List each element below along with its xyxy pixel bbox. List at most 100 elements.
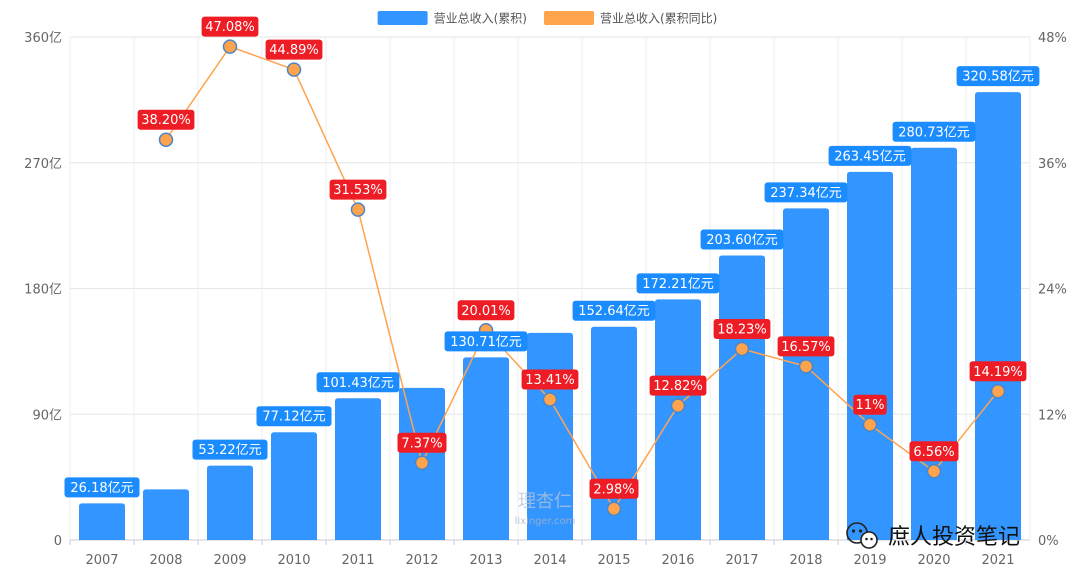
growth-point-2008[interactable] bbox=[158, 132, 174, 147]
growth-label-2008-text: 38.20% bbox=[141, 113, 191, 128]
bar-2017[interactable] bbox=[719, 255, 765, 540]
growth-point-2016[interactable] bbox=[670, 398, 686, 413]
bar-label-2020-text: 280.73亿元 bbox=[898, 125, 970, 140]
x-tick-label: 2013 bbox=[469, 553, 502, 568]
growth-label-2013-bg bbox=[457, 300, 515, 321]
growth-label-2010-bg bbox=[265, 39, 323, 60]
bar-2011[interactable] bbox=[335, 398, 381, 540]
growth-point-2014[interactable] bbox=[542, 392, 558, 407]
growth-point-2009[interactable] bbox=[222, 39, 238, 54]
bar-label-2016-bg bbox=[636, 273, 720, 294]
bar-label-2017: 203.60亿元 bbox=[700, 229, 784, 250]
growth-point-2010[interactable] bbox=[286, 62, 302, 77]
growth-label-2017-text: 18.23% bbox=[717, 322, 767, 337]
growth-label-2017: 18.23% bbox=[713, 318, 771, 339]
axis-layer: 0 90亿 180亿 270亿 360亿 0% 12% 24% 36% 48% 2007 2008 20… bbox=[24, 31, 1067, 568]
growth-label-2019-bg bbox=[853, 394, 887, 415]
legend-item-0[interactable]: 营业总收入(累积) bbox=[377, 11, 527, 26]
growth-line bbox=[165, 45, 999, 511]
growth-label-2021: 14.19% bbox=[969, 361, 1027, 382]
growth-point-2011[interactable] bbox=[350, 202, 366, 217]
legend-swatch bbox=[544, 11, 594, 25]
y-left-tick-label: 360亿 bbox=[24, 31, 62, 46]
growth-label-2016-text: 12.82% bbox=[653, 379, 703, 394]
bar-label-2010-bg bbox=[256, 406, 332, 427]
growth-label-2017-bg bbox=[713, 318, 771, 339]
bar-2016[interactable] bbox=[655, 299, 701, 540]
bar-label-2016-text: 172.21亿元 bbox=[642, 277, 714, 292]
bar-label-2009-bg bbox=[192, 439, 268, 460]
y-right-tick-label: 48% bbox=[1038, 31, 1067, 46]
bar-label-2007: 26.18亿元 bbox=[64, 477, 140, 498]
bar-label-2017-text: 203.60亿元 bbox=[706, 233, 778, 248]
growth-label-2018-bg bbox=[777, 336, 835, 357]
growth-label-2012: 7.37% bbox=[397, 432, 447, 453]
legend[interactable]: 营业总收入(累积) 营业总收入(累积同比) bbox=[377, 11, 718, 26]
growth-point-2017[interactable] bbox=[734, 341, 750, 357]
bar-label-2007-bg bbox=[64, 477, 140, 498]
bar-label-2011-bg bbox=[316, 372, 400, 393]
growth-label-2020-text: 6.56% bbox=[913, 445, 954, 460]
bar-label-2017-bg bbox=[700, 229, 784, 250]
growth-point-2019[interactable] bbox=[862, 417, 878, 432]
growth-point-2012[interactable] bbox=[414, 455, 430, 471]
bar-2013[interactable] bbox=[463, 357, 509, 540]
bar-2020[interactable] bbox=[911, 147, 957, 540]
growth-label-2009: 47.08% bbox=[201, 16, 259, 37]
growth-label-2014-bg bbox=[521, 369, 579, 390]
bar-label-2015-bg bbox=[572, 300, 656, 321]
growth-point-2020[interactable] bbox=[926, 464, 942, 479]
bar-label-2019-text: 263.45亿元 bbox=[834, 149, 906, 164]
legend-label: 营业总收入(累积同比) bbox=[600, 12, 717, 26]
bar-label-2015: 152.64亿元 bbox=[572, 300, 656, 321]
bar-label-2010-text: 77.12亿元 bbox=[262, 410, 325, 425]
growth-label-2011: 31.53% bbox=[329, 179, 387, 200]
x-tick-label: 2018 bbox=[789, 553, 822, 568]
y-right-tick-label: 12% bbox=[1038, 408, 1067, 423]
bar-2010[interactable] bbox=[271, 432, 317, 540]
bar-label-2013-text: 130.71亿元 bbox=[450, 335, 522, 350]
growth-label-2015-text: 2.98% bbox=[593, 482, 634, 497]
growth-label-2012-bg bbox=[397, 432, 447, 453]
y-left-tick-label: 90亿 bbox=[32, 408, 62, 423]
y-right-tick-label: 24% bbox=[1038, 283, 1067, 298]
bar-2008[interactable] bbox=[143, 489, 189, 540]
bar-label-2007-text: 26.18亿元 bbox=[70, 481, 133, 496]
x-tick-label: 2010 bbox=[277, 553, 310, 568]
growth-point-2015[interactable] bbox=[606, 501, 622, 517]
legend-item-1[interactable]: 营业总收入(累积同比) bbox=[544, 11, 717, 26]
bar-2019[interactable] bbox=[847, 171, 893, 541]
growth-label-2015: 2.98% bbox=[589, 478, 639, 499]
bar-label-2015-text: 152.64亿元 bbox=[578, 304, 650, 319]
growth-label-2008: 38.20% bbox=[137, 109, 195, 130]
x-tick-label: 2015 bbox=[597, 553, 630, 568]
growth-label-2013-text: 20.01% bbox=[461, 304, 511, 319]
bar-label-2009: 53.22亿元 bbox=[192, 439, 268, 460]
x-tick-label: 2012 bbox=[405, 553, 438, 568]
bar-2007[interactable] bbox=[79, 503, 125, 540]
bar-2021[interactable] bbox=[975, 92, 1021, 541]
growth-label-2010: 44.89% bbox=[265, 39, 323, 60]
growth-label-2015-bg bbox=[589, 478, 639, 499]
bar-label-2020-bg bbox=[892, 121, 976, 142]
bar-2018[interactable] bbox=[783, 208, 829, 540]
x-tick-label: 2019 bbox=[853, 553, 886, 568]
growth-label-2018-text: 16.57% bbox=[781, 340, 831, 355]
bar-label-2018-text: 237.34亿元 bbox=[770, 186, 842, 201]
bar-label-2011-text: 101.43亿元 bbox=[322, 376, 394, 391]
growth-label-2020-bg bbox=[909, 441, 959, 462]
y-left-tick-label: 180亿 bbox=[24, 283, 62, 298]
growth-point-2018[interactable] bbox=[798, 359, 814, 374]
y-right-tick-label: 36% bbox=[1038, 157, 1067, 172]
bar-label-2020: 280.73亿元 bbox=[892, 121, 976, 142]
growth-label-2010-text: 44.89% bbox=[269, 43, 319, 58]
growth-label-2012-text: 7.37% bbox=[401, 436, 442, 451]
x-tick-label: 2007 bbox=[85, 553, 118, 568]
x-tick-label: 2016 bbox=[661, 553, 694, 568]
growth-label-2020: 6.56% bbox=[909, 441, 959, 462]
bar-2009[interactable] bbox=[207, 465, 253, 540]
growth-point-2021[interactable] bbox=[990, 384, 1006, 399]
growth-label-2019-text: 11% bbox=[856, 398, 885, 413]
